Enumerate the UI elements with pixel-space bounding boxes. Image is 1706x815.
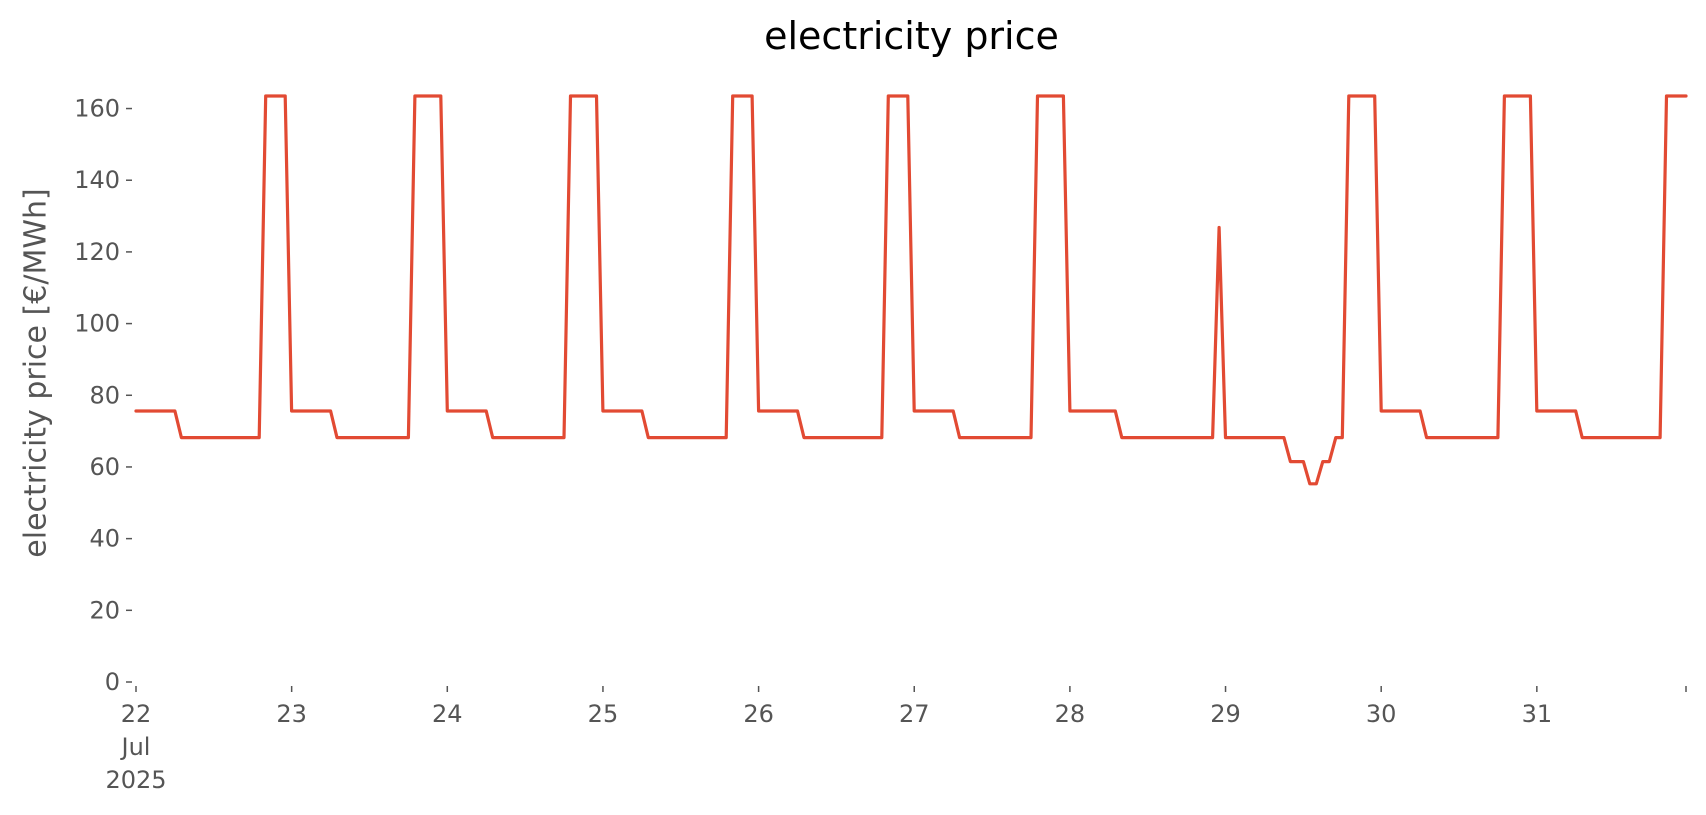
x-tick-label: 2025 <box>105 766 166 794</box>
x-tick-label: 26 <box>743 700 774 728</box>
x-tick-label: 25 <box>588 700 619 728</box>
y-tick-label: 140 <box>74 166 120 194</box>
x-axis: 22 Jul 2025 23 24 25 26 27 28 29 30 31 <box>105 686 1687 794</box>
y-tick-label: 60 <box>89 453 120 481</box>
x-tick-label: 31 <box>1522 700 1553 728</box>
y-tick-label: 0 <box>105 668 120 696</box>
chart-title: electricity price <box>764 14 1059 58</box>
series-group <box>134 94 1688 486</box>
y-axis: 0 20 40 60 80 100 120 140 160 <box>74 95 132 696</box>
x-tick-label: 27 <box>899 700 930 728</box>
y-tick-label: 100 <box>74 310 120 338</box>
y-tick-label: 20 <box>89 596 120 624</box>
x-tick-label: 28 <box>1055 700 1086 728</box>
y-tick-label: 80 <box>89 381 120 409</box>
x-tick-label: 30 <box>1366 700 1397 728</box>
x-tick-label: Jul <box>120 733 151 761</box>
x-tick-label: 24 <box>432 700 463 728</box>
y-tick-label: 160 <box>74 95 120 123</box>
x-tick-label: 23 <box>276 700 307 728</box>
series-line <box>134 94 1688 486</box>
x-tick-label: 22 <box>121 700 152 728</box>
y-tick-label: 40 <box>89 525 120 553</box>
x-tick-label: 29 <box>1210 700 1241 728</box>
y-tick-label: 120 <box>74 238 120 266</box>
